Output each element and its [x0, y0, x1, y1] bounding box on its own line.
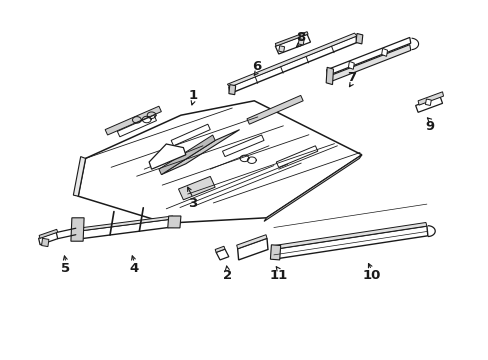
Polygon shape	[237, 238, 267, 260]
Polygon shape	[73, 157, 85, 196]
Polygon shape	[415, 96, 442, 112]
Polygon shape	[75, 216, 173, 231]
Text: 10: 10	[362, 269, 380, 282]
Polygon shape	[236, 235, 266, 249]
Polygon shape	[75, 219, 173, 239]
Polygon shape	[149, 144, 185, 169]
Polygon shape	[167, 216, 181, 228]
Polygon shape	[171, 124, 210, 146]
Text: 2: 2	[223, 269, 231, 282]
Polygon shape	[41, 238, 49, 247]
Polygon shape	[228, 36, 356, 94]
Polygon shape	[228, 85, 235, 95]
Polygon shape	[159, 135, 215, 175]
Polygon shape	[215, 246, 224, 252]
Polygon shape	[222, 135, 264, 157]
Text: 5: 5	[61, 262, 70, 275]
Polygon shape	[39, 229, 58, 238]
Polygon shape	[161, 130, 239, 175]
Polygon shape	[298, 39, 304, 45]
Polygon shape	[246, 95, 303, 124]
Text: 4: 4	[130, 262, 139, 275]
Polygon shape	[381, 48, 387, 56]
Polygon shape	[271, 222, 426, 249]
Polygon shape	[117, 115, 156, 137]
Text: 3: 3	[188, 197, 197, 210]
Polygon shape	[78, 101, 361, 223]
Polygon shape	[417, 92, 443, 105]
Polygon shape	[272, 226, 427, 259]
Polygon shape	[278, 46, 284, 52]
Polygon shape	[276, 146, 317, 167]
Polygon shape	[227, 33, 356, 87]
Polygon shape	[275, 32, 307, 46]
Polygon shape	[347, 61, 353, 69]
Polygon shape	[216, 249, 228, 260]
Text: 8: 8	[296, 31, 305, 44]
Text: 7: 7	[347, 71, 356, 84]
Text: 1: 1	[188, 89, 197, 102]
Polygon shape	[178, 176, 215, 200]
Polygon shape	[105, 106, 161, 135]
Text: 11: 11	[269, 269, 287, 282]
Polygon shape	[71, 218, 84, 241]
Polygon shape	[275, 34, 310, 54]
Text: 9: 9	[425, 120, 434, 132]
Polygon shape	[425, 99, 430, 105]
Polygon shape	[326, 37, 410, 76]
Polygon shape	[39, 232, 58, 245]
Polygon shape	[270, 245, 280, 260]
Polygon shape	[355, 33, 362, 44]
Polygon shape	[325, 67, 333, 85]
Polygon shape	[264, 155, 361, 221]
Polygon shape	[326, 45, 410, 83]
Text: 6: 6	[252, 60, 261, 73]
